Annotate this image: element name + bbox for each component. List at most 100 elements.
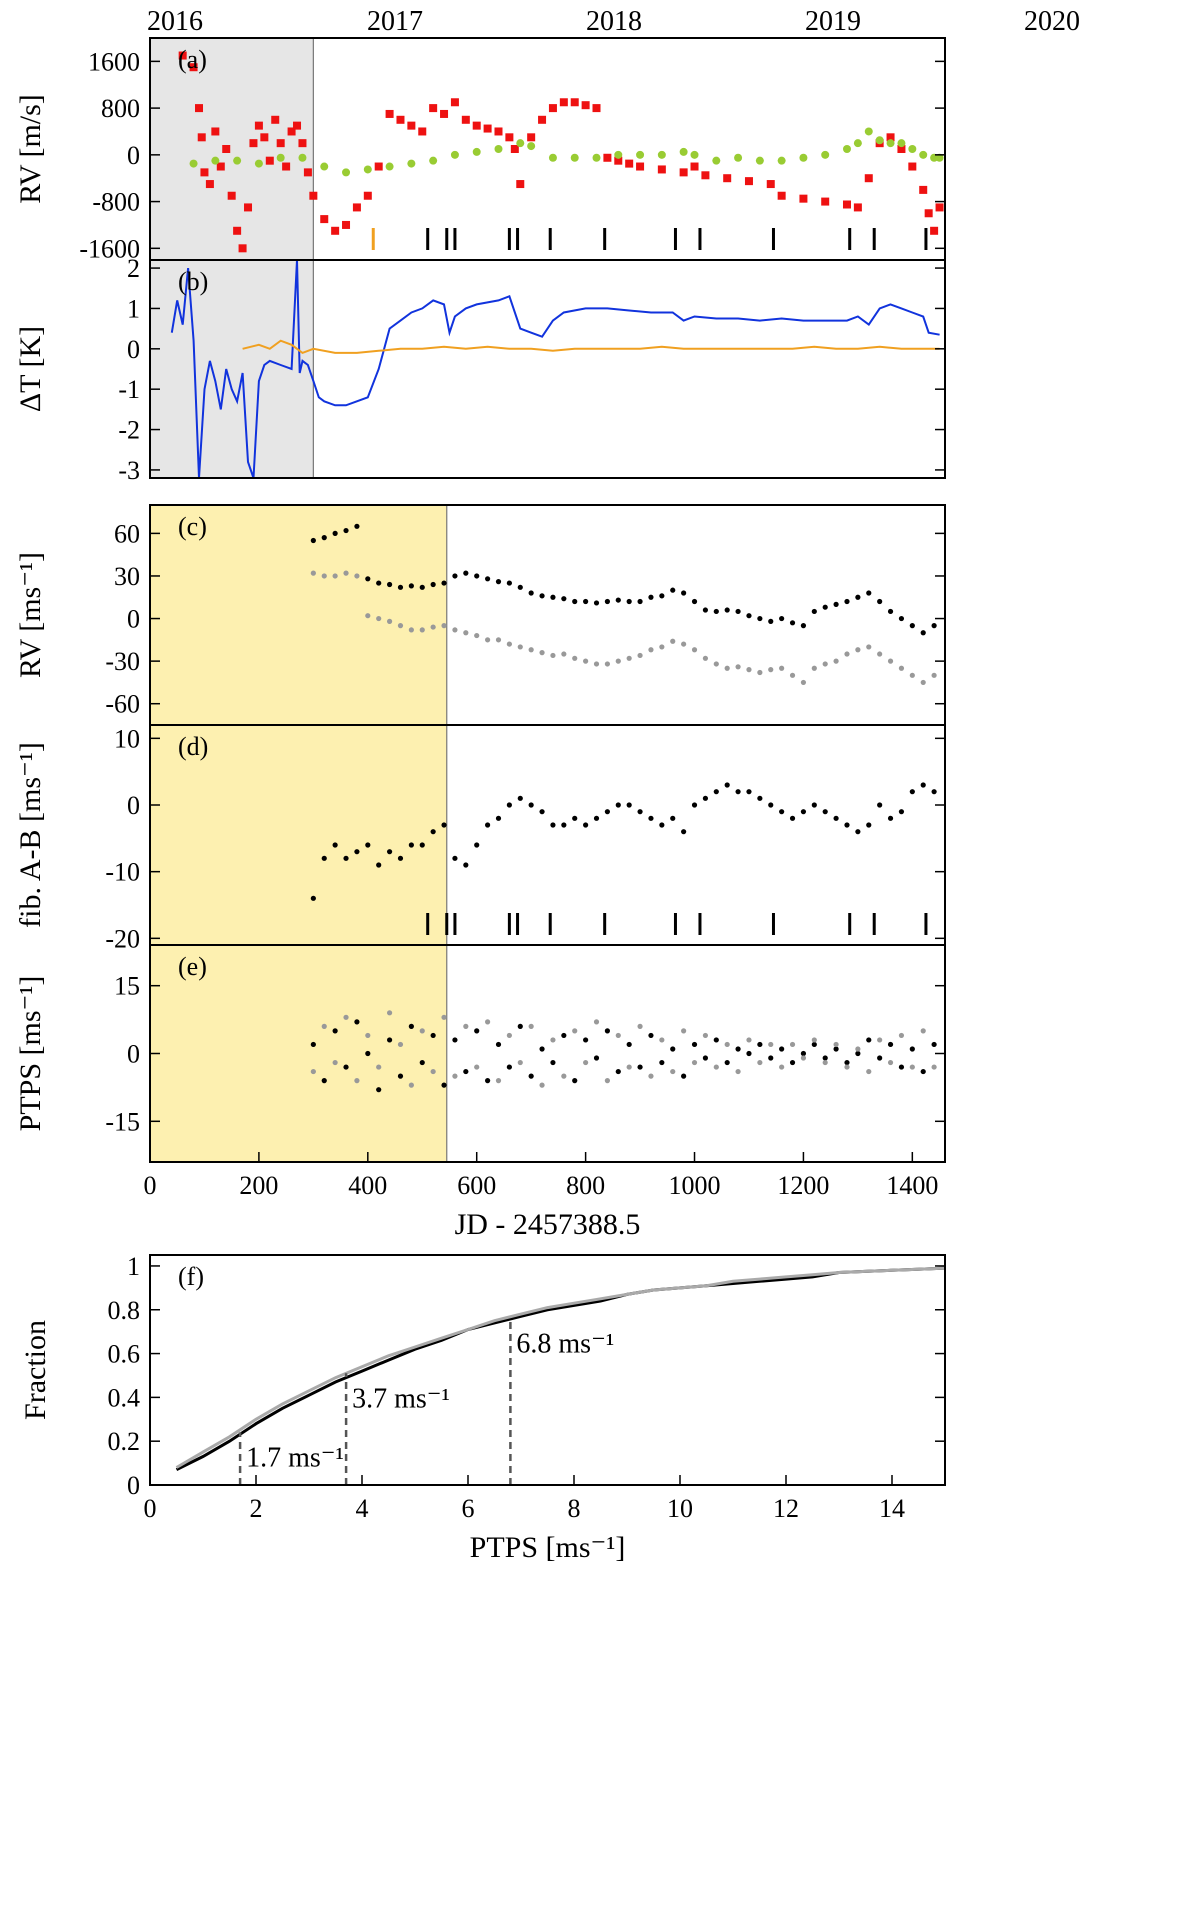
data-point-black (768, 802, 774, 808)
x-tick-label: 8 (568, 1494, 581, 1523)
data-point-black (408, 842, 414, 848)
data-point-grey (343, 1014, 349, 1020)
data-point-red (200, 168, 209, 177)
data-point-red (603, 153, 612, 162)
data-point-grey (539, 1082, 545, 1088)
data-point-red (864, 174, 873, 183)
data-point-black (495, 1041, 502, 1048)
data-point-black (909, 1046, 915, 1052)
data-point-grey (517, 644, 523, 650)
data-point-grey (572, 655, 578, 661)
data-point-red (935, 203, 944, 212)
data-point-red (374, 162, 383, 171)
data-point-grey (670, 1068, 676, 1075)
panel-f-marks (175, 1266, 946, 1472)
data-point-black (866, 1037, 872, 1043)
data-point-black (604, 1028, 610, 1034)
data-point-black (702, 795, 709, 801)
panel-b-frame (149, 259, 946, 479)
panel-f-x-title: PTPS [ms⁻¹] (470, 1531, 626, 1564)
data-point-green (657, 150, 666, 159)
data-point-red (592, 104, 601, 113)
data-point-black (463, 1068, 469, 1075)
data-point-black (757, 615, 763, 622)
data-point-grey (485, 637, 491, 643)
data-point-black (800, 809, 807, 815)
data-point-grey (408, 1082, 414, 1088)
data-point-grey (789, 672, 796, 678)
data-point-red (298, 139, 307, 148)
data-point-red (309, 191, 318, 200)
data-point-grey (811, 1037, 817, 1043)
panel-f-background (150, 1255, 945, 1485)
panel-c-y-axis: -60 -30 0 30 60 (105, 519, 945, 719)
data-point-black (887, 815, 894, 821)
data-point-grey (397, 1041, 404, 1048)
data-point-black (735, 789, 741, 795)
data-point-grey (800, 679, 807, 686)
data-point-black (430, 829, 436, 835)
data-point-black (441, 580, 447, 586)
panel-b-shaded-region (150, 260, 314, 478)
data-point-black (561, 822, 567, 828)
data-point-black (833, 815, 839, 821)
data-point-black (659, 822, 665, 828)
data-point-black (463, 570, 469, 576)
data-point-black (789, 620, 796, 626)
data-point-black (517, 584, 523, 590)
data-point-black (800, 623, 807, 629)
threshold-label: 6.8 ms⁻¹ (516, 1329, 614, 1360)
shaded-region (150, 945, 447, 1162)
data-point-black (561, 596, 567, 602)
data-point-red (440, 109, 449, 118)
data-point-black (691, 598, 698, 605)
data-point-black (365, 842, 371, 848)
data-point-black (539, 809, 545, 815)
data-point-black (713, 789, 719, 795)
data-point-red (510, 145, 519, 153)
data-point-black (691, 802, 698, 808)
data-point-grey (604, 1078, 610, 1084)
y-tick-label: -800 (92, 188, 140, 217)
data-point-grey (931, 672, 937, 678)
data-point-black (735, 608, 741, 615)
data-point-grey (419, 627, 425, 633)
data-point-black (877, 1055, 883, 1061)
data-point-grey (844, 1064, 850, 1070)
data-point-green (842, 145, 851, 153)
panel-d-event-markers (426, 913, 928, 935)
data-point-green (570, 153, 579, 162)
y-tick-label: -2 (118, 416, 140, 445)
data-point-grey (735, 1068, 741, 1075)
data-point-green (342, 168, 351, 177)
data-point-black (811, 1041, 817, 1048)
year-2016: 2016 (147, 6, 203, 37)
data-point-green (864, 127, 873, 136)
data-point-grey (637, 652, 643, 659)
data-point-black (713, 1037, 719, 1043)
data-point-black (593, 815, 600, 821)
data-point-green (363, 165, 372, 174)
data-point-black (615, 1068, 621, 1075)
data-point-black (887, 608, 894, 615)
data-point-red (254, 121, 263, 130)
data-point-green (679, 147, 688, 156)
data-point-black (811, 608, 817, 615)
panel-f-y-axis: 0 0.2 0.4 0.6 0.8 1 (108, 1252, 945, 1500)
data-point-grey (550, 652, 556, 659)
data-point-red (919, 185, 928, 194)
data-point-black (485, 1078, 491, 1084)
x-tick-label: 12 (773, 1494, 799, 1523)
data-point-grey (452, 1073, 458, 1079)
data-point-black (550, 1059, 556, 1066)
data-point-grey (615, 658, 621, 664)
y-tick-label: 1 (127, 1252, 140, 1281)
x-tick-label: 1400 (886, 1171, 938, 1200)
data-point-black (898, 1064, 905, 1070)
data-point-black (789, 815, 796, 821)
data-point-red (908, 162, 917, 171)
data-point-grey (604, 661, 610, 667)
panel-b-marks (170, 259, 940, 479)
data-point-grey (419, 1028, 425, 1034)
